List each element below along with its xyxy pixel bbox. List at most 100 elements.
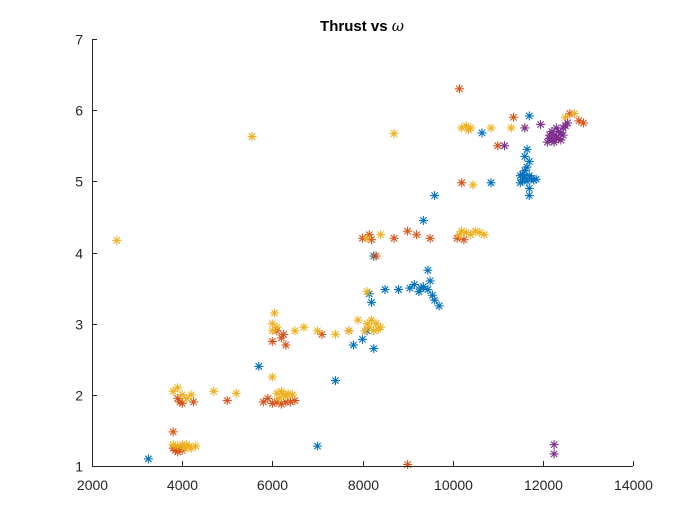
data-point [267, 336, 277, 346]
data-point [457, 226, 467, 236]
y-tick-label: 5 [75, 174, 83, 190]
data-point [276, 386, 286, 396]
x-axis-ticks: 2000 4000 6000 8000 10000 12000 14000 [77, 461, 653, 493]
data-point [389, 233, 399, 243]
data-point [312, 326, 322, 336]
x-tick-label: 10000 [434, 477, 473, 493]
data-point [367, 315, 377, 325]
chart-title-text: Thrust vs [320, 18, 392, 35]
data-point [353, 315, 363, 325]
x-tick-label: 6000 [257, 477, 288, 493]
data-point [394, 285, 404, 295]
data-point [425, 233, 435, 243]
data-point [367, 297, 377, 307]
data-point [362, 233, 372, 243]
data-point [267, 372, 277, 382]
data-point [524, 191, 534, 201]
data-point [509, 112, 519, 122]
data-point [358, 334, 367, 344]
data-point [477, 128, 487, 138]
data-point [409, 280, 419, 290]
data-point [430, 295, 440, 305]
series-4-markers [500, 118, 573, 459]
data-point [551, 123, 561, 133]
data-point [403, 460, 413, 470]
data-point [371, 251, 381, 261]
data-point [288, 390, 298, 400]
data-point [360, 326, 370, 336]
data-point [403, 226, 413, 236]
data-point [231, 388, 241, 398]
data-point [267, 398, 277, 408]
data-point [434, 301, 444, 311]
data-point [412, 230, 422, 240]
data-point [344, 326, 354, 336]
data-point [536, 119, 546, 129]
data-point [168, 386, 178, 396]
data-point [258, 397, 268, 407]
data-point [405, 283, 415, 293]
x-tick-label: 8000 [348, 477, 379, 493]
data-point [369, 344, 379, 354]
x-tick-label: 4000 [167, 477, 198, 493]
y-tick-label: 2 [75, 388, 83, 404]
series-3-markers [112, 109, 579, 453]
data-point [545, 130, 555, 140]
data-point [468, 180, 478, 190]
data-point [222, 396, 232, 406]
data-point [290, 326, 300, 336]
data-point [549, 449, 559, 459]
x-tick-label: 2000 [77, 477, 108, 493]
data-point [486, 123, 496, 133]
data-point [569, 109, 579, 119]
data-point [466, 123, 476, 133]
data-point [168, 427, 178, 437]
data-point [549, 137, 559, 147]
data-point [520, 123, 530, 133]
data-point [549, 440, 559, 450]
y-axis-ticks: 1 2 3 4 5 6 7 [75, 32, 97, 475]
data-point [389, 129, 399, 139]
data-point [518, 169, 528, 179]
data-point [317, 329, 327, 339]
data-point [173, 383, 183, 393]
y-tick-label: 7 [75, 32, 83, 48]
data-point [430, 191, 440, 201]
x-tick-label: 12000 [524, 477, 563, 493]
data-point [279, 329, 289, 339]
data-point [274, 393, 284, 403]
data-point [457, 178, 467, 188]
data-point [267, 319, 277, 329]
data-point [500, 141, 510, 151]
chart-title: Thrust vs ω [320, 17, 404, 35]
series-2-markers [168, 84, 588, 470]
data-point [186, 390, 196, 400]
data-point [423, 265, 433, 275]
data-point [376, 230, 386, 240]
data-point [348, 340, 358, 350]
data-point [330, 329, 340, 339]
y-tick-label: 1 [75, 459, 83, 475]
data-point [281, 340, 291, 350]
data-point [247, 131, 257, 141]
data-point [188, 397, 198, 407]
data-point [364, 322, 374, 332]
data-point [299, 322, 309, 332]
data-point [418, 282, 428, 292]
data-point [515, 178, 525, 188]
data-point [182, 393, 192, 403]
series-1-markers [143, 111, 541, 464]
data-point [376, 322, 386, 332]
chart-title-omega: ω [392, 17, 404, 35]
data-point [112, 235, 122, 245]
data-point [452, 233, 462, 243]
data-point [486, 178, 496, 188]
data-point [520, 151, 530, 161]
data-point [524, 111, 534, 121]
data-point [425, 276, 435, 286]
y-tick-label: 3 [75, 317, 83, 333]
data-point [330, 376, 340, 386]
data-point [254, 361, 264, 371]
